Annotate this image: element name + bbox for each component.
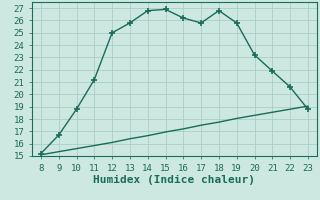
X-axis label: Humidex (Indice chaleur): Humidex (Indice chaleur) [93,175,255,185]
